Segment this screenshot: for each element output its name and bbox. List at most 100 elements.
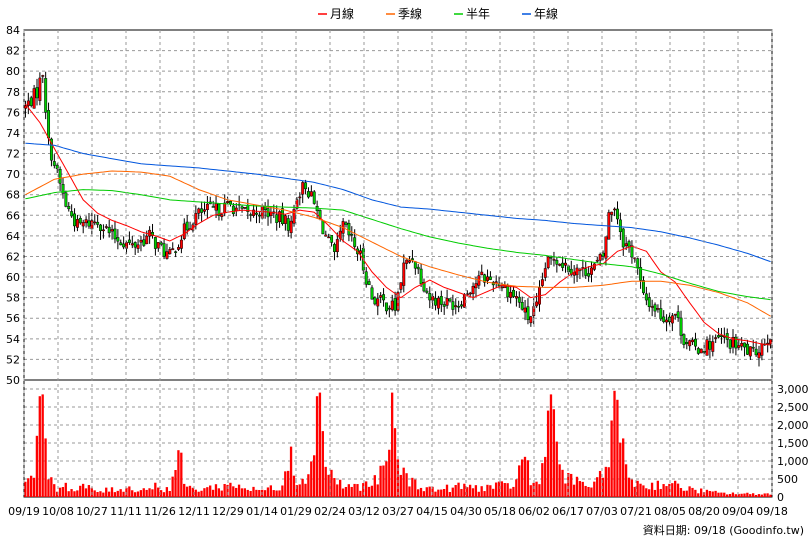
volume-bar [570,473,573,497]
candle-body [688,340,692,347]
volume-bar [133,492,137,497]
candle-body [387,307,391,310]
candle-body [474,283,478,289]
candle-body [592,263,596,270]
volume-bar [659,488,662,497]
volume-bar [266,487,270,497]
volume-bar [642,485,645,497]
volume-bar [29,475,33,497]
price-tick-label: 56 [6,312,20,325]
volume-bar [235,487,238,497]
candle-body [390,300,394,310]
candle-body [142,239,146,246]
candle-body [408,260,412,263]
candle-body [234,207,238,212]
volume-bar [457,482,460,497]
volume-bar [656,480,659,497]
volume-bar [448,492,452,497]
volume-bar [596,477,599,497]
volume-bar [243,488,247,497]
candle-body [699,348,703,354]
volume-bar [220,490,223,497]
candle-body [621,228,625,248]
volume-bar [650,482,654,497]
volume-bar [558,464,561,497]
volume-bar [55,491,59,497]
candle-body [705,339,709,356]
candle-body [165,251,169,259]
volume-bar [151,489,154,497]
candle-body [344,222,348,225]
volume-bar [171,476,174,497]
volume-bar [679,488,683,497]
volume-bar [515,479,518,497]
volume-bar [191,487,195,497]
legend: 月線 季線 半年 年線 [318,6,558,21]
legend-label: 月線 [330,6,354,21]
volume-bar [50,477,53,497]
volume-bar [107,491,111,497]
candle-body [376,298,380,307]
volume-bar [725,494,729,497]
volume-bar [24,481,27,497]
volume-bar [749,494,752,497]
volume-bar [740,493,743,497]
volume-bar [728,494,732,497]
volume-bar [255,489,258,497]
candle-body [384,302,388,312]
volume-bar [67,491,70,497]
candle-body [673,313,677,316]
candle-body [728,339,732,349]
candle-body [52,161,56,166]
volume-bar [105,487,108,497]
candle-body [506,285,510,298]
candle-body [630,245,634,258]
candle-body [151,232,154,236]
volume-bar [671,483,674,497]
volume-bar [541,463,544,497]
candle-body [500,286,504,289]
candle-body [584,268,588,276]
volume-bar [278,490,281,497]
volume-bar [474,485,478,497]
volume-bar [116,490,119,497]
x-axis: 09/19 10/08 10/27 11/11 11/26 12/11 12/29 01/14… [8,30,788,518]
candle-body [179,239,183,249]
candle-body [670,315,674,324]
candle-body [517,296,521,303]
volume-bar [737,493,740,497]
volume-bar [93,490,96,497]
candle-body [263,206,267,210]
candle-body [379,295,383,298]
volume-bar [237,484,241,497]
volume-bar [636,480,639,497]
candle-body [512,289,515,297]
candle-body [229,200,232,205]
volume-bar [79,485,82,497]
candle-body [70,211,74,217]
x-tick-label: 10/08 [42,505,74,518]
price-panel: 84 82 80 78 76 74 72 70 68 66 64 62 60 58 56 54 52 50 [6,24,773,387]
candle-body [526,306,530,321]
volume-bar [717,492,720,497]
volume-bar [763,493,766,497]
candle-body [564,262,567,266]
x-tick-label: 09/04 [722,505,754,518]
candle-body [618,219,622,233]
volume-bar [206,487,209,497]
candle-body [702,350,706,353]
x-tick-label: 01/29 [280,505,312,518]
volume-bar [359,490,362,497]
volume-tick-label: 3,000 [777,383,808,396]
candle-body [514,296,518,299]
volume-tick-label: 500 [777,473,798,486]
price-tick-label: 64 [6,230,20,243]
candle-body [26,100,30,106]
volume-bar [287,470,290,497]
candle-body [364,271,368,285]
candle-body [740,343,744,347]
candle-body [177,247,180,250]
volume-bar [607,467,610,497]
volume-bar [419,487,423,497]
price-tick-label: 50 [6,374,20,387]
